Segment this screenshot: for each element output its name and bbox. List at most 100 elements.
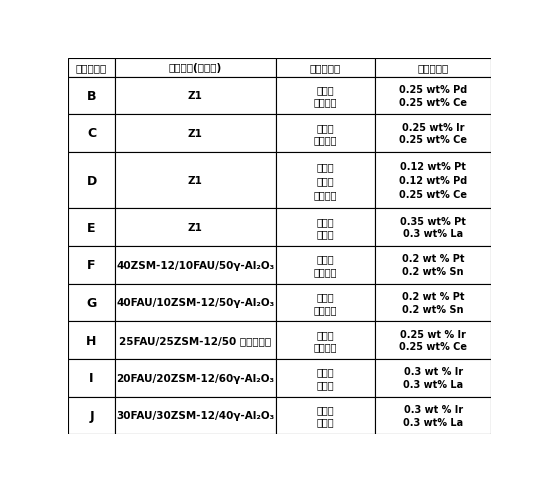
Text: 0.12 wt% Pd: 0.12 wt% Pd (399, 176, 467, 185)
Text: 四氯化锡: 四氯化锡 (313, 304, 337, 314)
Text: 氯铱酸: 氯铱酸 (317, 366, 334, 377)
Text: 0.2 wt% Sn: 0.2 wt% Sn (402, 304, 464, 314)
Text: 0.25 wt% Ce: 0.25 wt% Ce (399, 342, 467, 352)
Text: 金属浸渍量: 金属浸渍量 (418, 63, 449, 73)
Text: 40FAU/10ZSM-12/50γ-Al₂O₃: 40FAU/10ZSM-12/50γ-Al₂O₃ (116, 298, 274, 308)
Text: 催化剂编号: 催化剂编号 (76, 63, 107, 73)
Text: I: I (90, 371, 94, 385)
Bar (68, 59, 115, 78)
Bar (375, 78, 491, 115)
Text: 四氯化锡: 四氯化锡 (313, 266, 337, 277)
Bar (276, 359, 375, 397)
Bar (68, 284, 115, 322)
Bar (276, 397, 375, 434)
Text: 氯铂酸: 氯铂酸 (317, 216, 334, 226)
Text: 氯铂酸: 氯铂酸 (317, 254, 334, 264)
Bar (276, 322, 375, 359)
Text: 0.25 wt% Ir: 0.25 wt% Ir (402, 122, 465, 132)
Text: 氯铱酸: 氯铱酸 (317, 329, 334, 339)
Text: 0.35 wt% Pt: 0.35 wt% Pt (400, 216, 466, 226)
Bar (115, 397, 276, 434)
Text: 氯铱酸: 氯铱酸 (317, 122, 334, 132)
Bar (115, 115, 276, 152)
Bar (375, 397, 491, 434)
Text: 硝酸钯: 硝酸钯 (317, 176, 334, 185)
Bar (276, 59, 375, 78)
Bar (276, 152, 375, 209)
Bar (375, 284, 491, 322)
Text: 硝酸亚铈: 硝酸亚铈 (313, 342, 337, 352)
Bar (115, 284, 276, 322)
Text: F: F (87, 259, 96, 272)
Text: 氯铂酸: 氯铂酸 (317, 162, 334, 172)
Text: 氯铂酸: 氯铂酸 (317, 291, 334, 302)
Bar (115, 246, 276, 284)
Bar (68, 115, 115, 152)
Text: Z1: Z1 (188, 129, 203, 139)
Bar (375, 322, 491, 359)
Text: H: H (86, 334, 97, 347)
Text: B: B (87, 90, 96, 102)
Bar (115, 359, 276, 397)
Text: 硝酸亚铈: 硝酸亚铈 (313, 135, 337, 145)
Text: 0.25 wt% Ce: 0.25 wt% Ce (399, 135, 467, 145)
Bar (375, 246, 491, 284)
Text: 0.3 wt% La: 0.3 wt% La (403, 379, 463, 389)
Bar (68, 322, 115, 359)
Text: Z1: Z1 (188, 91, 203, 101)
Text: 0.25 wt% Pd: 0.25 wt% Pd (399, 85, 467, 95)
Bar (68, 359, 115, 397)
Text: Z1: Z1 (188, 223, 203, 233)
Text: 0.2 wt % Pt: 0.2 wt % Pt (402, 254, 465, 264)
Text: 硝酸钯: 硝酸钯 (317, 85, 334, 95)
Bar (115, 59, 276, 78)
Text: 硝酸亚铈: 硝酸亚铈 (313, 98, 337, 107)
Text: 0.25 wt% Ce: 0.25 wt% Ce (399, 98, 467, 107)
Bar (68, 152, 115, 209)
Text: D: D (86, 174, 97, 187)
Bar (68, 209, 115, 246)
Bar (115, 78, 276, 115)
Text: 0.12 wt% Pt: 0.12 wt% Pt (400, 162, 466, 172)
Bar (68, 397, 115, 434)
Bar (115, 322, 276, 359)
Text: 40ZSM-12/10FAU/50γ-Al₂O₃: 40ZSM-12/10FAU/50γ-Al₂O₃ (116, 260, 274, 270)
Text: 0.2 wt% Sn: 0.2 wt% Sn (402, 266, 464, 277)
Text: 0.2 wt % Pt: 0.2 wt % Pt (402, 291, 465, 302)
Text: 0.3 wt% La: 0.3 wt% La (403, 229, 463, 239)
Text: 硝酸亚铈: 硝酸亚铈 (313, 190, 337, 200)
Bar (276, 284, 375, 322)
Text: 20FAU/20ZSM-12/60γ-Al₂O₃: 20FAU/20ZSM-12/60γ-Al₂O₃ (116, 373, 274, 383)
Bar (276, 78, 375, 115)
Text: 0.25 wt % Ir: 0.25 wt % Ir (400, 329, 466, 339)
Bar (375, 115, 491, 152)
Text: 碳酸镧: 碳酸镧 (317, 417, 334, 427)
Text: 0.3 wt % Ir: 0.3 wt % Ir (403, 366, 463, 377)
Text: C: C (87, 127, 96, 140)
Bar (276, 115, 375, 152)
Bar (375, 209, 491, 246)
Text: Z1: Z1 (188, 176, 203, 185)
Text: 0.3 wt % Ir: 0.3 wt % Ir (403, 404, 463, 414)
Text: E: E (87, 221, 96, 234)
Text: 载体组成(重量比): 载体组成(重量比) (169, 63, 222, 73)
Bar (68, 78, 115, 115)
Bar (276, 246, 375, 284)
Text: 0.3 wt% La: 0.3 wt% La (403, 417, 463, 427)
Text: 硝酸镧: 硝酸镧 (317, 229, 334, 239)
Bar (68, 246, 115, 284)
Text: 25FAU/25ZSM-12/50 拟薄水铝石: 25FAU/25ZSM-12/50 拟薄水铝石 (119, 335, 271, 346)
Bar (115, 209, 276, 246)
Bar (375, 359, 491, 397)
Bar (375, 59, 491, 78)
Bar (276, 209, 375, 246)
Text: 碳酸镧: 碳酸镧 (317, 379, 334, 389)
Bar (375, 152, 491, 209)
Text: 30FAU/30ZSM-12/40γ-Al₂O₃: 30FAU/30ZSM-12/40γ-Al₂O₃ (116, 410, 274, 421)
Bar (115, 152, 276, 209)
Text: G: G (86, 296, 97, 309)
Text: J: J (89, 409, 94, 422)
Text: 氯铱酸: 氯铱酸 (317, 404, 334, 414)
Text: 金属前驱物: 金属前驱物 (310, 63, 341, 73)
Text: 0.25 wt% Ce: 0.25 wt% Ce (399, 190, 467, 200)
